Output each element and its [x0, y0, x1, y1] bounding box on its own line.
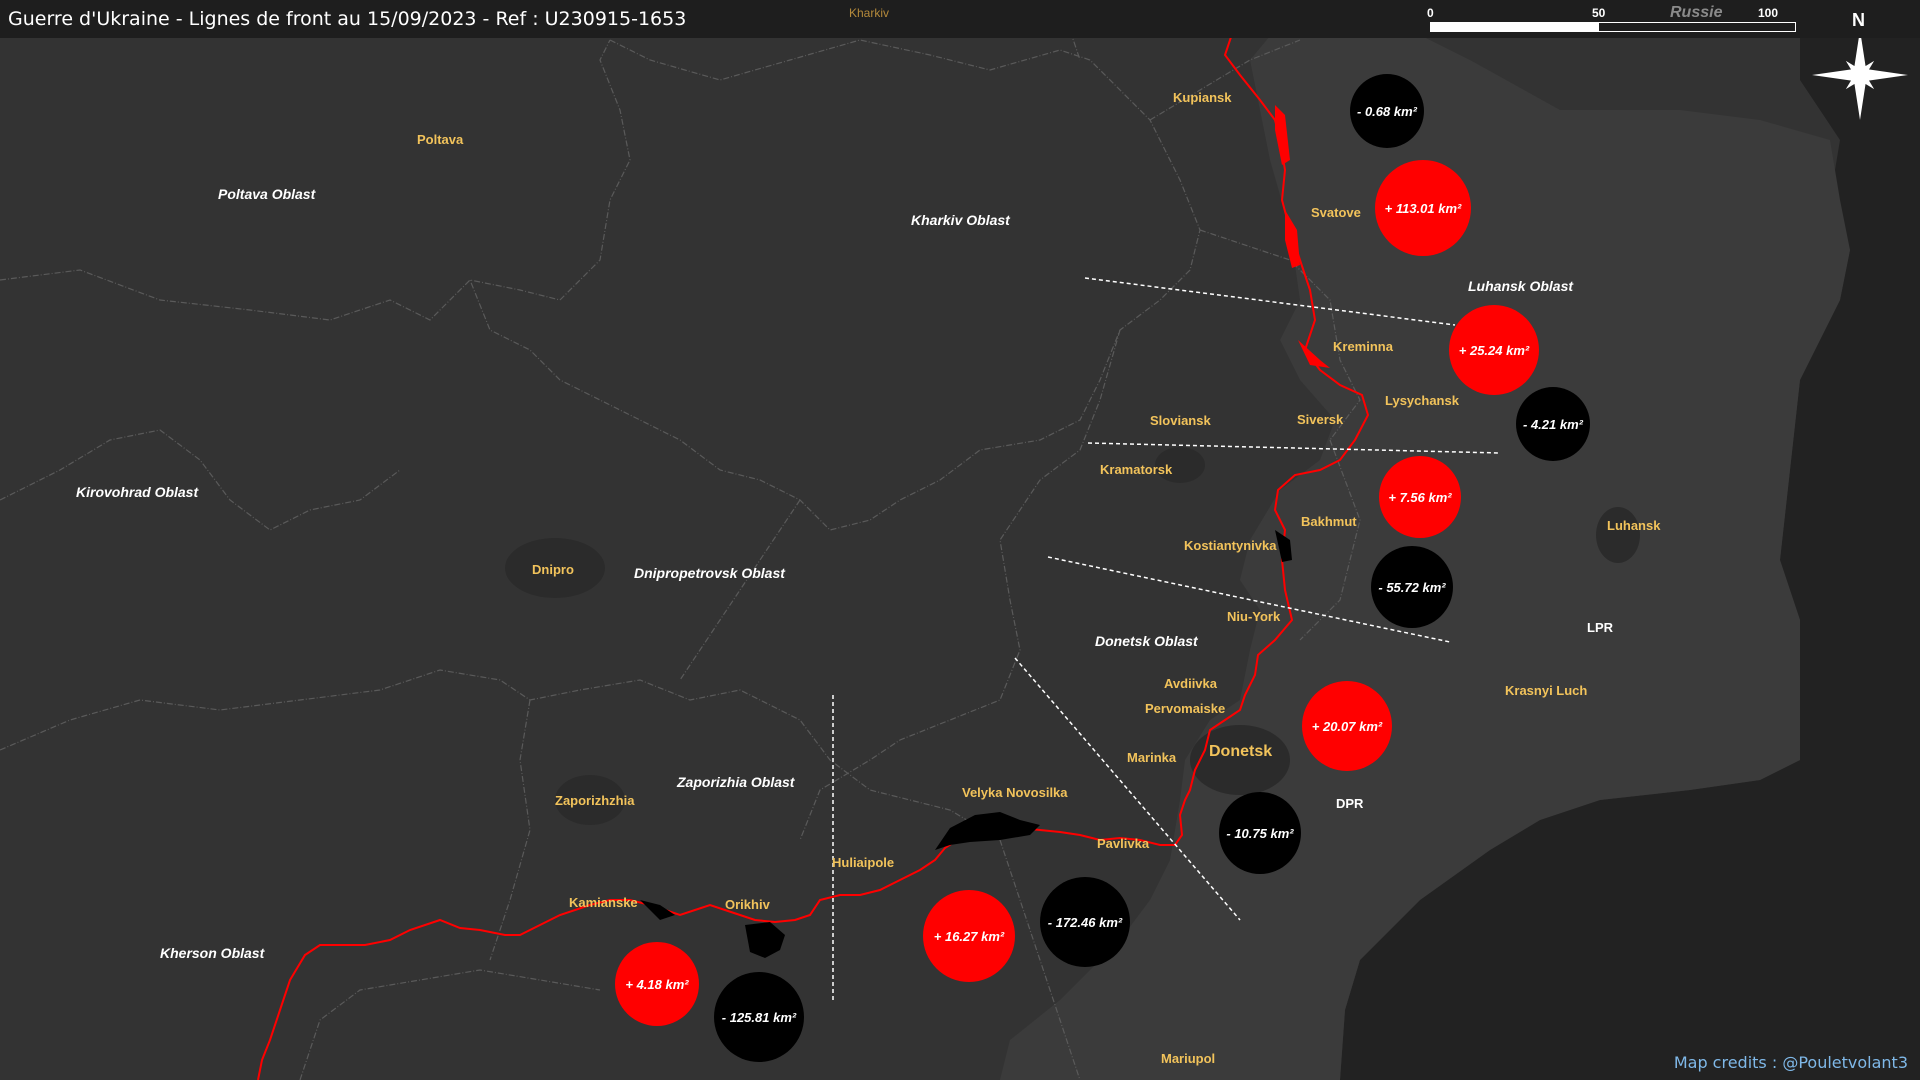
city-label-kreminna: Kreminna [1333, 339, 1393, 354]
area-change-donetsk-loss: - 10.75 km² [1219, 792, 1301, 874]
north-arrow: N [1810, 10, 1910, 120]
gain-areas [1275, 105, 1330, 368]
oblast-label-poltava: Poltava Oblast [218, 186, 316, 202]
city-label-pavlivka: Pavlivka [1097, 836, 1150, 851]
city-label-avdiivka: Avdiivka [1164, 676, 1217, 691]
city-label-donetsk: Donetsk [1209, 743, 1273, 760]
oblast-label-luhansk: Luhansk Oblast [1468, 278, 1574, 294]
oblast-label-kirovohrad: Kirovohrad Oblast [76, 484, 199, 500]
scale-bar: 0 50 100 km [1427, 6, 1796, 36]
oblast-label-kharkiv: Kharkiv Oblast [911, 212, 1010, 228]
area-change-orikhiv-loss: - 125.81 km² [714, 972, 804, 1062]
city-label-velyka-novosilka: Velyka Novosilka [962, 785, 1068, 800]
russia-label: Russie [1670, 4, 1723, 21]
city-label-kamianske: Kamianske [569, 895, 638, 910]
city-label-marinka: Marinka [1127, 750, 1177, 765]
north-label: N [1852, 10, 1865, 30]
city-label-krasnyi-luch: Krasnyi Luch [1505, 683, 1588, 698]
city-label-mariupol: Mariupol [1161, 1051, 1216, 1066]
area-change-orikhiv-gain: + 4.18 km² [615, 942, 699, 1026]
urban-areas [505, 447, 1640, 825]
city-label-kharkiv: Kharkiv [849, 6, 890, 20]
oblast-label-donetsk: Donetsk Oblast [1095, 633, 1198, 649]
scale-tick-50: 50 [1592, 6, 1606, 20]
area-change-lysychansk-loss: - 4.21 km² [1516, 387, 1590, 461]
map-credits: Map credits : @Pouletvolant3 [1673, 1053, 1908, 1072]
city-label-svatove: Svatove [1311, 205, 1361, 220]
compass-star-icon [1812, 30, 1908, 120]
city-label-kostiantynivka: Kostiantynivka [1184, 538, 1277, 553]
area-change-bakhmut-loss: - 55.72 km² [1371, 546, 1453, 628]
sector-dividers [832, 277, 1501, 1000]
oblast-borders [0, 0, 1361, 1080]
area-change-novosilka-loss: - 172.46 km² [1040, 877, 1130, 967]
scale-segment-2 [1598, 22, 1796, 32]
city-label-bakhmut: Bakhmut [1301, 514, 1357, 529]
city-label-poltava: Poltava [417, 132, 464, 147]
scale-tick-0: 0 [1427, 6, 1434, 20]
area-change-kupiansk-loss: - 0.68 km² [1350, 74, 1424, 148]
city-label-luhansk: Luhansk [1607, 518, 1661, 533]
city-label-kupiansk: Kupiansk [1173, 90, 1232, 105]
city-label-siversk: Siversk [1297, 412, 1344, 427]
city-label-sloviansk: Sloviansk [1150, 413, 1211, 428]
area-change-novosilka-gain: + 16.27 km² [923, 890, 1015, 982]
region-label-lpr: LPR [1587, 620, 1613, 635]
city-label-dnipro: Dnipro [532, 562, 574, 577]
city-label-niu-york: Niu-York [1227, 609, 1281, 624]
front-line [257, 0, 1370, 1080]
city-label-lysychansk: Lysychansk [1385, 393, 1459, 408]
loss-areas [640, 530, 1292, 958]
oblast-label-dnipropetrovsk: Dnipropetrovsk Oblast [634, 565, 785, 581]
area-change-bakhmut-gain: + 7.56 km² [1379, 456, 1461, 538]
scale-segment-1 [1430, 22, 1598, 32]
area-change-donetsk-gain: + 20.07 km² [1302, 681, 1392, 771]
oblast-label-zaporizhia: Zaporizhia Oblast [677, 774, 795, 790]
oblast-label-kherson: Kherson Oblast [160, 945, 265, 961]
area-change-svatove-gain: + 113.01 km² [1375, 160, 1471, 256]
city-label-orikhiv: Orikhiv [725, 897, 770, 912]
city-label-kramatorsk: Kramatorsk [1100, 462, 1173, 477]
russia-territory [1340, 0, 1920, 1080]
city-label-pervomaiske: Pervomaiske [1145, 701, 1226, 716]
occupied-east [1000, 0, 1850, 1080]
city-label-zaporizhzhia: Zaporizhzhia [555, 793, 635, 808]
map-title: Guerre d'Ukraine - Lignes de front au 15… [8, 8, 687, 30]
area-change-kreminna-gain: + 25.24 km² [1449, 305, 1539, 395]
city-label-huliaipole: Huliaipole [832, 855, 895, 870]
region-label-dpr: DPR [1336, 796, 1364, 811]
